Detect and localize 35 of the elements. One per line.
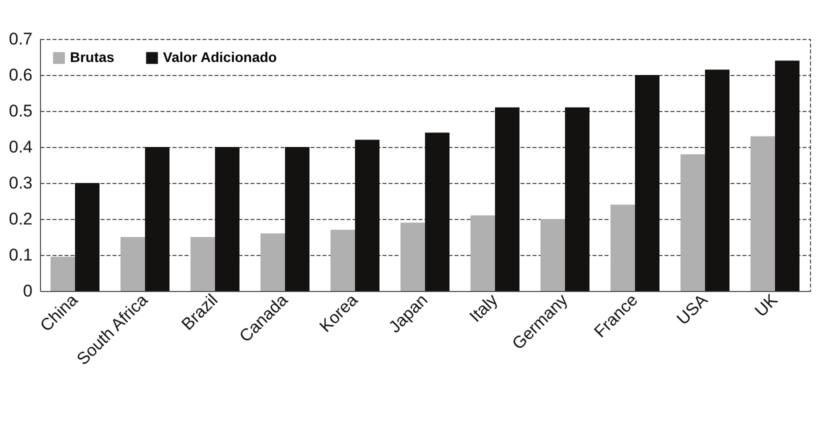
bar <box>145 147 170 291</box>
y-tick-label: 0.4 <box>8 138 32 156</box>
bar <box>50 256 75 291</box>
y-tick-label: 0.3 <box>8 174 32 192</box>
bar <box>75 183 100 291</box>
bar <box>425 132 450 291</box>
bar <box>540 219 565 291</box>
bar <box>260 233 285 291</box>
legend-label: Valor Adicionado <box>163 49 277 65</box>
bar <box>120 237 145 291</box>
bar <box>750 136 775 291</box>
bar <box>285 147 310 291</box>
x-tick-label: Italy <box>466 290 502 326</box>
bar <box>495 107 520 291</box>
bar <box>565 107 590 291</box>
bar <box>190 237 215 291</box>
x-tick-label: USA <box>673 290 712 329</box>
bar <box>610 204 635 291</box>
bar <box>680 154 705 291</box>
bar <box>635 75 660 291</box>
bar <box>775 60 800 291</box>
y-tick-label: 0.5 <box>8 102 32 120</box>
bar <box>330 230 355 291</box>
y-tick-label: 0.1 <box>8 246 32 264</box>
y-tick-label: 0.2 <box>8 210 32 228</box>
x-tick-label: UK <box>751 290 782 321</box>
y-tick-label: 0 <box>23 282 32 300</box>
bar <box>705 70 730 291</box>
bar <box>355 140 380 291</box>
y-tick-label: 0.6 <box>8 66 32 84</box>
bar <box>215 147 240 291</box>
y-tick-label: 0.7 <box>8 30 32 48</box>
legend-label: Brutas <box>70 49 115 65</box>
bar <box>470 215 495 291</box>
bar <box>400 222 425 291</box>
